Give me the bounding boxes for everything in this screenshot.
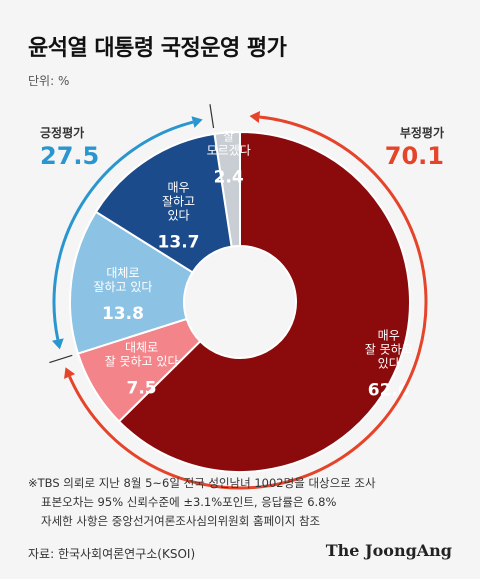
slice-label: 잘 못하고 <box>365 342 413 356</box>
negative-arc <box>68 115 428 490</box>
slice-label: 모르겠다 <box>207 143 251 157</box>
slice-label: 매우 <box>167 180 189 194</box>
slice-label: 잘하고 있다 <box>93 280 152 294</box>
slice-value: 13.7 <box>158 232 200 252</box>
slice-label: 있다 <box>378 356 400 370</box>
negative-arrow-bottom <box>64 367 76 379</box>
positive-group-value: 27.5 <box>40 142 100 170</box>
footnote-line: ※TBS 의뢰로 지난 8월 5~6일 전국 성인남녀 1002명을 대상으로 … <box>28 476 376 490</box>
slice-value: 7.5 <box>127 378 157 398</box>
slice-3 <box>69 210 194 355</box>
positive-arrow-top <box>191 116 203 128</box>
slice-label: 잘 못하고 있다 <box>105 354 179 368</box>
positive-group-label: 긍정평가 <box>40 126 85 140</box>
slice-value: 2.4 <box>214 167 244 187</box>
negative-arrow-top <box>249 111 261 123</box>
slice-label: 잘 <box>223 129 234 143</box>
unit-label: 단위: % <box>28 74 70 88</box>
footnote-line: 표본오차는 95% 신뢰수준에 ±3.1%포인트, 응답률은 6.8% <box>41 495 337 509</box>
slice-label: 대체로 <box>125 340 158 354</box>
footnote: ※TBS 의뢰로 지난 8월 5~6일 전국 성인남녀 1002명을 대상으로 … <box>28 474 376 531</box>
positive-arc <box>52 120 194 340</box>
boundary-tick-bottom <box>49 354 73 364</box>
slice-label: 잘하고 <box>162 194 195 208</box>
slice-value: 13.8 <box>102 304 144 324</box>
slice-label: 매우 <box>378 328 400 342</box>
page-title: 윤석열 대통령 국정운영 평가 <box>28 36 287 61</box>
source-text: 자료: 한국사회여론연구소(KSOI) <box>28 547 196 561</box>
slice-label: 대체로 <box>106 266 139 280</box>
positive-arrow-bottom <box>51 338 64 350</box>
negative-group-label: 부정평가 <box>399 126 444 140</box>
boundary-tick-top <box>209 104 215 129</box>
slice-4 <box>94 132 233 274</box>
footnote-line: 자세한 사항은 중앙선거여론조사심의위원회 홈페이지 참조 <box>41 514 321 528</box>
negative-group-value: 70.1 <box>384 142 444 170</box>
donut-slices <box>69 130 411 473</box>
brand-logo: The JoongAng <box>325 541 452 560</box>
slice-1 <box>117 130 411 473</box>
slice-label: 있다 <box>167 208 189 222</box>
